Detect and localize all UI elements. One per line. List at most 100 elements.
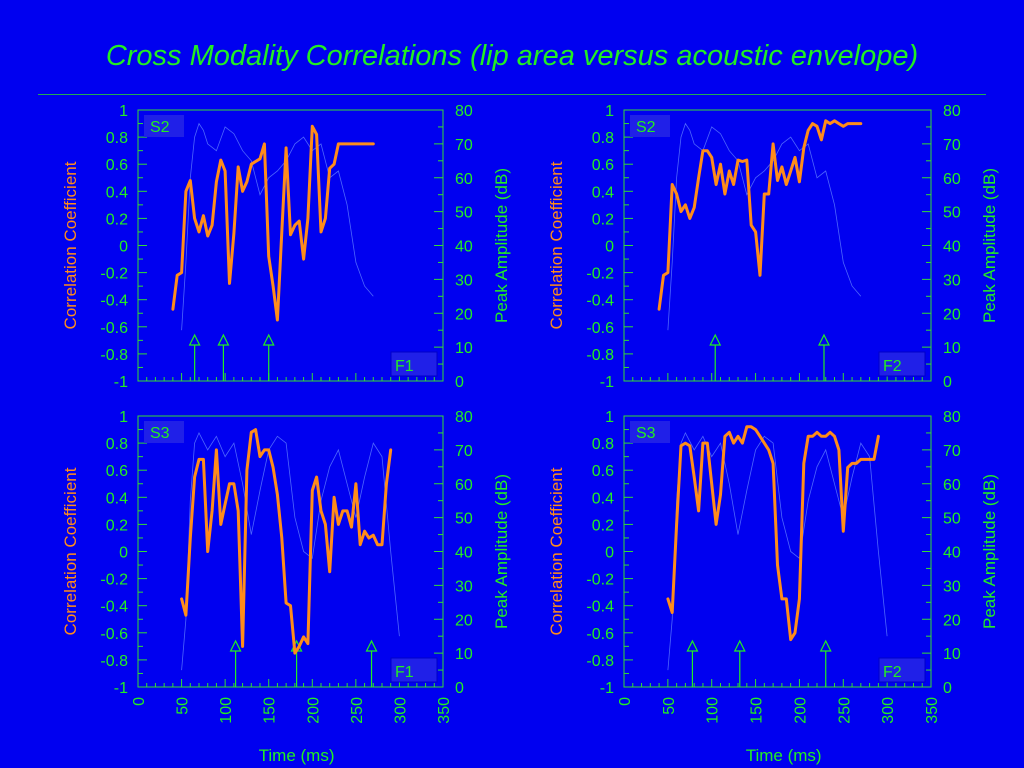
xtick-label: 250 <box>836 697 853 724</box>
xtick-label: 350 <box>436 697 453 724</box>
right-ytick-label: 20 <box>943 612 961 629</box>
right-ytick-label: 30 <box>455 272 473 289</box>
left-ytick-label: 0.8 <box>592 436 614 453</box>
envelope-line <box>181 431 400 671</box>
left-ytick-label: 0.2 <box>106 211 128 228</box>
event-arrow-head <box>733 639 746 652</box>
right-ytick-label: 0 <box>943 374 952 391</box>
xtick-label: 50 <box>661 697 678 715</box>
left-axis-title: Correlation Coefficient <box>61 467 80 635</box>
speaker-label: S2 <box>150 119 170 136</box>
xtick-label: 200 <box>792 697 809 724</box>
left-ytick-label: -1 <box>114 680 128 697</box>
left-ytick-label: 1 <box>119 103 128 120</box>
left-ytick-label: 0 <box>605 545 614 562</box>
right-ytick-label: 70 <box>455 443 473 460</box>
right-ytick-label: 40 <box>455 545 473 562</box>
left-ytick-label: 0.4 <box>592 184 614 201</box>
right-ytick-label: 30 <box>943 272 961 289</box>
left-ytick-label: -1 <box>600 680 614 697</box>
right-ytick-label: 50 <box>455 511 473 528</box>
left-ytick-label: 0.8 <box>106 436 128 453</box>
event-arrow-head <box>818 333 830 346</box>
xtick-label: 350 <box>924 697 941 724</box>
left-ytick-label: 0 <box>119 239 128 256</box>
right-axis-title: Peak Amplitude (dB) <box>492 168 511 323</box>
left-ytick-label: 1 <box>605 409 614 426</box>
left-ytick-label: 0.8 <box>106 130 128 147</box>
left-axis-title: Correlation Coefficient <box>547 161 566 329</box>
event-arrow-head <box>365 639 378 652</box>
envelope-line <box>667 122 862 331</box>
x-axis-title: Time (ms) <box>746 746 822 765</box>
event-arrow-head <box>262 333 275 346</box>
event-arrow-head <box>819 639 832 652</box>
right-ytick-label: 50 <box>943 205 961 222</box>
right-ytick-label: 30 <box>943 578 961 595</box>
chart-panel-4: 1 0.8 0.6 0.4 0.2 0 -0.2 -0.4 -0.6 -0.8 -1 80 70 60 50… <box>547 409 999 765</box>
event-arrow-head <box>686 639 699 652</box>
right-ytick-label: 80 <box>455 103 473 120</box>
right-ytick-label: 80 <box>943 409 961 426</box>
xtick-label: 300 <box>880 697 897 724</box>
left-ytick-label: -0.4 <box>100 293 128 310</box>
title-divider <box>38 94 986 95</box>
left-ytick-label: 0.6 <box>592 463 614 480</box>
left-ytick-label: -0.8 <box>586 653 614 670</box>
left-ytick-label: -0.4 <box>100 599 128 616</box>
left-ytick-label: -0.6 <box>586 320 614 337</box>
right-axis-title: Peak Amplitude (dB) <box>980 474 999 629</box>
left-axis-title: Correlation Coefficient <box>547 467 566 635</box>
left-ytick-label: 0.6 <box>106 157 128 174</box>
right-axis-title: Peak Amplitude (dB) <box>492 474 511 629</box>
xtick-label: 50 <box>175 697 192 715</box>
left-ytick-label: 0.6 <box>592 157 614 174</box>
right-ytick-label: 40 <box>455 239 473 256</box>
left-ytick-label: 0.4 <box>106 184 128 201</box>
left-ytick-label: -0.2 <box>100 266 128 283</box>
xtick-label: 100 <box>218 697 235 724</box>
left-ytick-label: -0.8 <box>100 653 128 670</box>
correlation-line <box>657 119 863 311</box>
formant-label-box <box>390 351 438 377</box>
speaker-label: S3 <box>636 425 656 442</box>
speaker-label-box <box>144 421 184 443</box>
right-ytick-label: 10 <box>455 340 473 357</box>
left-ytick-label: -0.2 <box>586 266 614 283</box>
left-ytick-label: -0.4 <box>586 293 614 310</box>
right-ytick-label: 0 <box>455 680 464 697</box>
right-ytick-label: 20 <box>455 306 473 323</box>
xtick-label: 300 <box>392 697 409 724</box>
right-ytick-label: 70 <box>455 137 473 154</box>
right-ytick-label: 50 <box>455 205 473 222</box>
formant-label-box <box>878 351 926 377</box>
formant-label-box <box>878 657 926 683</box>
correlation-line <box>180 428 393 655</box>
left-ytick-label: 0.2 <box>106 517 128 534</box>
left-ytick-label: -0.4 <box>586 599 614 616</box>
left-ytick-label: -0.2 <box>586 572 614 589</box>
xtick-label: 250 <box>349 697 366 724</box>
left-ytick-label: -0.6 <box>100 626 128 643</box>
right-ytick-label: 20 <box>943 306 961 323</box>
right-ytick-label: 10 <box>943 340 961 357</box>
right-ytick-label: 40 <box>943 545 961 562</box>
speaker-label: S2 <box>636 119 656 136</box>
right-ytick-label: 70 <box>943 137 961 154</box>
right-ytick-label: 10 <box>943 646 961 663</box>
envelope-line <box>667 431 888 671</box>
right-ytick-label: 30 <box>455 578 473 595</box>
xtick-label: 150 <box>262 697 279 724</box>
formant-label: F1 <box>395 664 414 681</box>
right-ytick-label: 60 <box>455 171 473 188</box>
right-ytick-label: 20 <box>455 612 473 629</box>
right-ytick-label: 0 <box>455 374 464 391</box>
formant-label-box <box>390 657 438 683</box>
page-title: Cross Modality Correlations (lip area ve… <box>105 40 919 72</box>
left-ytick-label: 0.6 <box>106 463 128 480</box>
left-ytick-label: -0.8 <box>586 347 614 364</box>
left-ytick-label: -1 <box>600 374 614 391</box>
chart-panel-2: 1 0.8 0.6 0.4 0.2 0 -0.2 -0.4 -0.6 -0.8 -1 80 70 60 50… <box>547 103 999 391</box>
chart-panel-1: 1 0.8 0.6 0.4 0.2 0 -0.2 -0.4 -0.6 -0.8 -1 80 70 60 50… <box>61 103 511 391</box>
